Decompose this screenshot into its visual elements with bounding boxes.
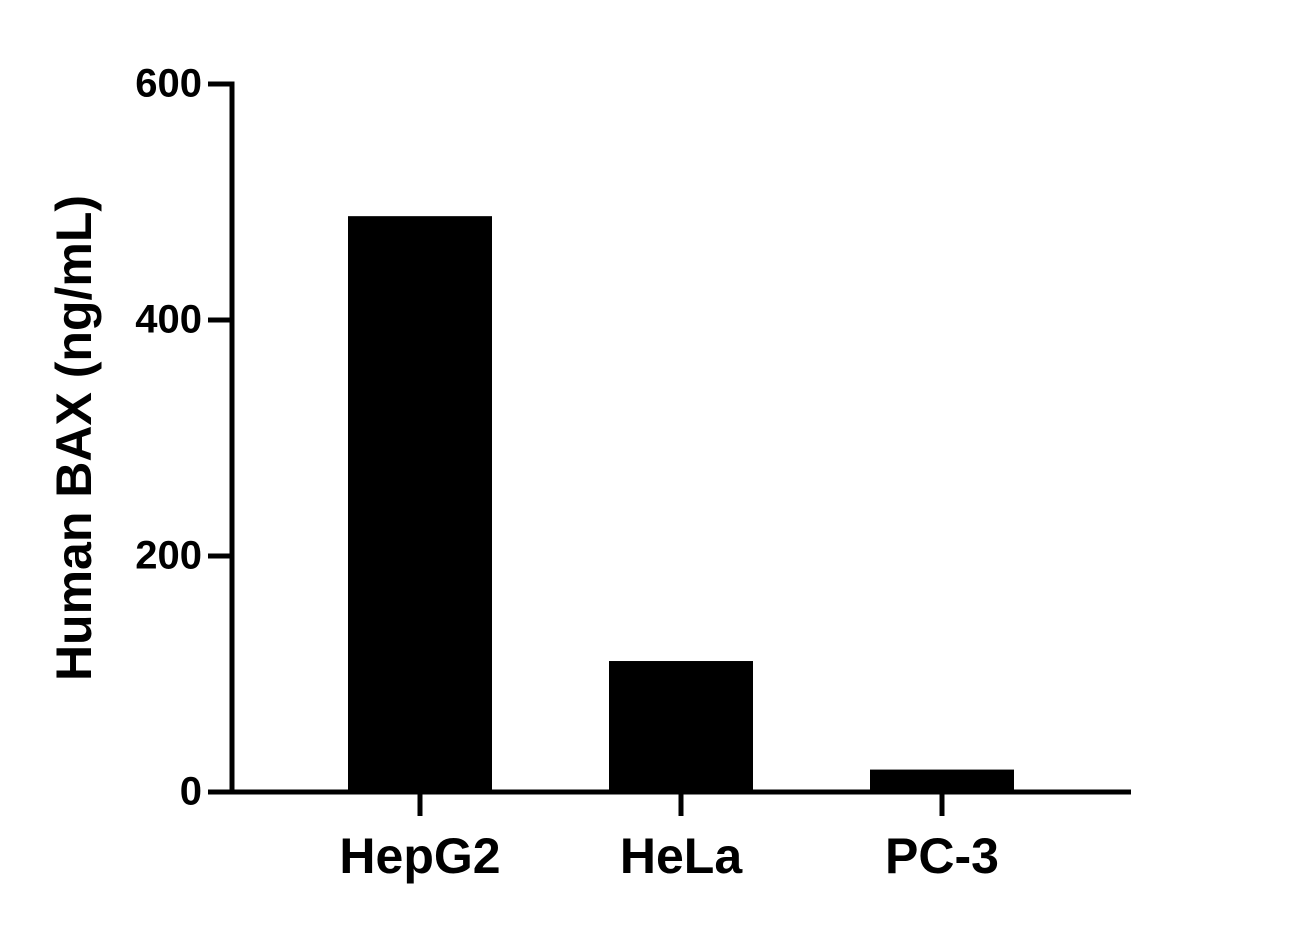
bar (348, 216, 492, 792)
bar (870, 769, 1014, 792)
bar (609, 661, 753, 792)
x-tick-label: PC-3 (885, 828, 999, 884)
x-tick-label: HeLa (620, 828, 743, 884)
x-tick-label: HepG2 (339, 828, 500, 884)
y-tick-label: 400 (135, 298, 202, 342)
y-tick-label: 600 (135, 62, 202, 106)
y-tick-label: 0 (180, 770, 202, 814)
y-tick-label: 200 (135, 534, 202, 578)
y-axis-label: Human BAX (ng/mL) (46, 195, 102, 681)
